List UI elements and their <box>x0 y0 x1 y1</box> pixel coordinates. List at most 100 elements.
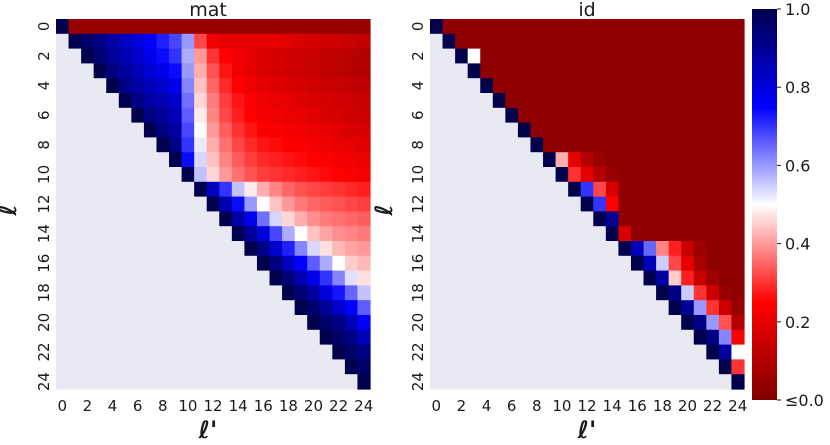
masked-cell <box>430 374 444 390</box>
masked-cell <box>480 137 494 153</box>
masked-cell <box>269 344 283 360</box>
masked-cell <box>467 196 481 212</box>
masked-cell <box>56 48 70 64</box>
heatmap-cell <box>693 196 707 212</box>
masked-cell <box>505 241 519 257</box>
heatmap-cell <box>156 93 170 109</box>
heatmap-cell <box>517 93 532 109</box>
masked-cell <box>517 374 532 390</box>
masked-cell <box>593 300 607 316</box>
masked-cell <box>430 167 444 183</box>
heatmap-cell <box>332 344 346 360</box>
masked-cell <box>580 226 594 242</box>
masked-cell <box>455 374 469 390</box>
heatmap-cell <box>681 211 695 227</box>
masked-cell <box>256 344 271 360</box>
masked-cell <box>593 255 607 272</box>
heatmap-cell <box>256 181 271 198</box>
masked-cell <box>492 255 506 272</box>
y-tick-label: 6 <box>35 110 53 120</box>
heatmap-cell <box>530 33 544 50</box>
heatmap-cell <box>319 19 333 35</box>
heatmap-cell <box>244 241 258 257</box>
heatmap-cell <box>357 270 371 286</box>
heatmap-cell <box>693 285 707 301</box>
heatmap-cell <box>282 122 296 138</box>
masked-cell <box>656 344 670 360</box>
masked-cell <box>505 167 519 183</box>
masked-cell <box>555 181 569 198</box>
masked-cell <box>81 241 95 257</box>
masked-cell <box>181 211 195 227</box>
heatmap-cell <box>294 107 308 124</box>
heatmap-cell <box>169 152 183 168</box>
heatmap-cell <box>219 48 233 64</box>
heatmap-cell <box>668 241 682 257</box>
y-tick-label: 14 <box>409 224 427 243</box>
x-tick-label: 2 <box>83 397 93 415</box>
masked-cell <box>68 255 82 272</box>
masked-cell <box>442 270 456 286</box>
masked-cell <box>56 374 70 390</box>
heatmap-cell <box>118 63 132 79</box>
masked-cell <box>194 270 208 286</box>
heatmap-cell <box>344 107 359 124</box>
heatmap-cell <box>106 63 120 79</box>
heatmap-cell <box>455 33 469 50</box>
y-tick-label: 6 <box>409 110 427 120</box>
masked-cell <box>106 315 120 331</box>
heatmap-cell <box>282 270 296 286</box>
x-tick-label: 2 <box>457 397 467 415</box>
heatmap-cell <box>231 63 245 79</box>
masked-cell <box>580 359 594 375</box>
heatmap-cell <box>568 63 582 79</box>
masked-cell <box>81 315 95 331</box>
masked-cell <box>106 152 120 168</box>
heatmap-cell <box>656 107 670 124</box>
y-tick-label: 20 <box>409 313 427 332</box>
masked-cell <box>605 255 619 272</box>
masked-cell <box>668 329 682 346</box>
heatmap-cell <box>81 19 95 35</box>
masked-cell <box>492 241 506 257</box>
heatmap-cell <box>269 211 283 227</box>
masked-cell <box>467 374 481 390</box>
heatmap-cell <box>81 33 95 50</box>
masked-cell <box>442 167 456 183</box>
heatmap-cell <box>307 270 321 286</box>
heatmap-cell <box>194 122 208 138</box>
masked-cell <box>231 344 245 360</box>
masked-cell <box>131 211 145 227</box>
heatmap-cell <box>492 19 506 35</box>
heatmap-cell <box>580 196 594 212</box>
heatmap-cell <box>731 255 745 272</box>
masked-cell <box>455 196 469 212</box>
masked-cell <box>244 315 258 331</box>
heatmap-cell <box>731 374 745 390</box>
heatmap-cell <box>194 93 208 109</box>
heatmap-cell <box>505 93 519 109</box>
heatmap-cell <box>357 226 371 242</box>
heatmap-cell <box>282 285 296 301</box>
heatmap-cell <box>618 63 632 79</box>
masked-cell <box>156 196 170 212</box>
heatmap-cell <box>681 93 695 109</box>
heatmap-cell <box>319 329 333 346</box>
masked-cell <box>480 241 494 257</box>
heatmap-cell <box>143 78 158 94</box>
heatmap-cell <box>282 78 296 94</box>
heatmap-cell <box>643 48 657 64</box>
heatmap-cell <box>169 137 183 153</box>
heatmap-cell <box>467 33 481 50</box>
chart-title: id <box>578 0 595 21</box>
masked-cell <box>517 226 532 242</box>
masked-cell <box>231 374 245 390</box>
masked-cell <box>643 285 657 301</box>
masked-cell <box>517 329 532 346</box>
heatmap-cell <box>530 122 544 138</box>
heatmap-cell <box>357 78 371 94</box>
heatmap-cell <box>357 374 371 390</box>
heatmap-cell <box>181 33 195 50</box>
heatmap-cell <box>618 33 632 50</box>
heatmap-cell <box>706 33 720 50</box>
